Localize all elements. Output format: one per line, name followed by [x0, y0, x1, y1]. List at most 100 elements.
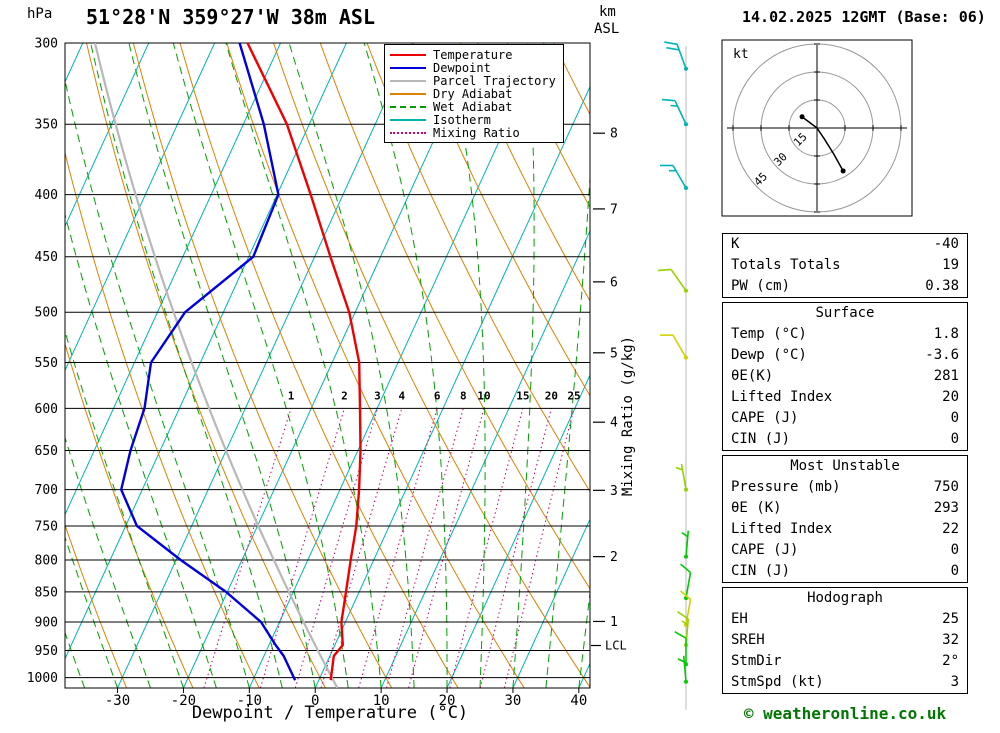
stat-label: θE(K)	[731, 368, 774, 384]
svg-text:15: 15	[516, 389, 529, 402]
stats-table-surface: Surface Temp (°C) 1.8 Dewp (°C) -3.6 θE(K) 281…	[722, 302, 968, 451]
chart-legend: Temperature Dewpoint Parcel Trajectory Dry …	[384, 44, 564, 143]
stat-row: Lifted Index 20	[723, 387, 967, 408]
legend-label: Wet Adiabat	[433, 99, 513, 114]
legend-label: Dry Adiabat	[433, 86, 513, 101]
svg-text:3: 3	[610, 484, 618, 499]
svg-text:-30: -30	[105, 693, 130, 709]
stat-label: SREH	[731, 632, 765, 648]
legend-item: Isotherm	[390, 112, 558, 127]
stat-label: Pressure (mb)	[731, 479, 841, 495]
svg-text:1: 1	[288, 389, 295, 402]
stat-value: 3	[950, 674, 959, 690]
legend-item: Dry Adiabat	[390, 86, 558, 101]
table-title: Hodograph	[807, 590, 883, 606]
svg-text:1000: 1000	[27, 671, 58, 686]
stat-value: 750	[933, 479, 959, 495]
altitude-axis-unit-asl: ASL	[594, 21, 620, 37]
stat-label: Totals Totals	[731, 257, 841, 273]
stat-row: K -40	[723, 234, 967, 255]
svg-text:950: 950	[35, 644, 58, 659]
legend-swatch	[390, 105, 426, 108]
stat-value: 293	[933, 500, 959, 516]
stat-label: Dewp (°C)	[731, 347, 807, 363]
svg-text:550: 550	[35, 356, 58, 371]
svg-text:25: 25	[567, 389, 580, 402]
svg-text:500: 500	[35, 306, 58, 321]
copyright-credit: © weatheronline.co.uk	[743, 704, 947, 723]
svg-text:4: 4	[610, 416, 618, 431]
legend-label: Isotherm	[433, 112, 491, 127]
legend-swatch	[390, 131, 426, 134]
stat-row: θE(K) 281	[723, 366, 967, 387]
svg-text:800: 800	[35, 553, 58, 568]
stat-value: 32	[942, 632, 959, 648]
stat-value: 0	[950, 431, 959, 447]
stats-table-hodograph-stats: Hodograph EH 25 SREH 32 StmDir 2° StmSpd (kt) 3	[722, 587, 968, 694]
svg-text:20: 20	[545, 389, 558, 402]
datetime-label: 14.02.2025 12GMT (Base: 06)	[742, 8, 986, 26]
svg-text:40: 40	[570, 693, 587, 709]
stat-value: 0	[950, 563, 959, 579]
table-title: Most Unstable	[790, 458, 900, 474]
stat-value: 22	[942, 521, 959, 537]
stat-label: CAPE (J)	[731, 410, 799, 426]
table-title: Surface	[815, 305, 875, 321]
legend-swatch	[390, 53, 426, 56]
svg-text:30: 30	[505, 693, 522, 709]
stat-row: Totals Totals 19	[723, 255, 967, 276]
svg-text:350: 350	[35, 118, 58, 133]
stats-panel: K -40 Totals Totals 19 PW (cm) 0.38 Surface Tem…	[722, 233, 968, 694]
hodograph-unit-label: kt	[733, 47, 749, 62]
stat-value: 0.38	[925, 278, 959, 294]
stat-label: CIN (J)	[731, 431, 791, 447]
legend-swatch	[390, 92, 426, 95]
svg-text:-10: -10	[237, 693, 262, 709]
stat-value: 1.8	[933, 326, 959, 342]
legend-label: Parcel Trajectory	[433, 73, 556, 88]
svg-text:-20: -20	[171, 693, 196, 709]
svg-text:900: 900	[35, 616, 58, 631]
svg-text:450: 450	[35, 250, 58, 265]
svg-text:LCL: LCL	[605, 639, 627, 653]
stat-label: Lifted Index	[731, 389, 833, 405]
stats-table-most-unstable: Most Unstable Pressure (mb) 750 θE (K) 293 Li…	[722, 455, 968, 583]
stat-row: CIN (J) 0	[723, 429, 967, 450]
svg-text:850: 850	[35, 585, 58, 600]
stat-label: θE (K)	[731, 500, 782, 516]
stat-row: StmDir 2°	[723, 651, 967, 672]
legend-swatch	[390, 118, 426, 121]
legend-item: Mixing Ratio	[390, 126, 558, 140]
svg-text:300: 300	[35, 37, 58, 52]
svg-text:2: 2	[610, 550, 618, 565]
svg-text:0: 0	[311, 693, 319, 709]
stat-row: SREH 32	[723, 630, 967, 651]
pressure-axis-unit: hPa	[27, 6, 53, 22]
legend-item: Dewpoint	[390, 60, 558, 75]
page-title: 51°28'N 359°27'W 38m ASL	[86, 5, 375, 29]
legend-swatch	[390, 66, 426, 69]
stat-label: CAPE (J)	[731, 542, 799, 558]
svg-text:8: 8	[610, 127, 618, 142]
stat-row: EH 25	[723, 609, 967, 630]
stat-label: CIN (J)	[731, 563, 791, 579]
stat-value: -3.6	[925, 347, 959, 363]
svg-text:1: 1	[610, 615, 618, 630]
stat-row: θE (K) 293	[723, 498, 967, 519]
legend-label: Dewpoint	[433, 60, 491, 75]
legend-label: Temperature	[433, 47, 513, 62]
stat-row: Lifted Index 22	[723, 519, 967, 540]
svg-text:400: 400	[35, 188, 58, 203]
stat-value: 0	[950, 410, 959, 426]
altitude-axis-unit-km: km	[599, 4, 616, 20]
stat-row: StmSpd (kt) 3	[723, 672, 967, 693]
svg-text:650: 650	[35, 444, 58, 459]
stat-label: StmDir	[731, 653, 782, 669]
stat-value: -40	[933, 236, 959, 252]
stat-label: PW (cm)	[731, 278, 791, 294]
stats-table-indices: K -40 Totals Totals 19 PW (cm) 0.38	[722, 233, 968, 298]
svg-text:6: 6	[610, 275, 618, 290]
legend-item: Wet Adiabat	[390, 99, 558, 114]
